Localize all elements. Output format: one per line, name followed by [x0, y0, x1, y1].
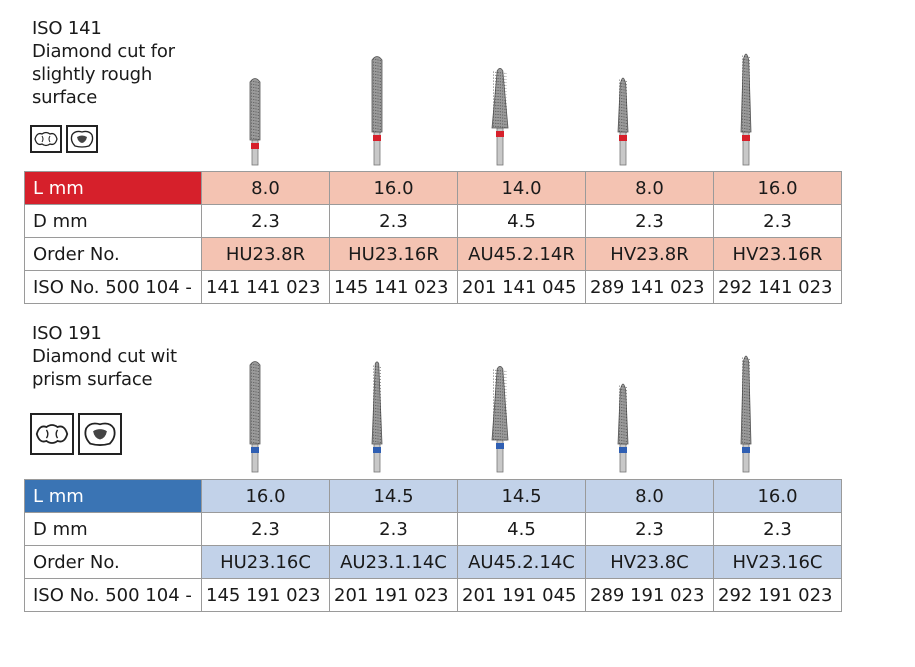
iso-title: ISO 191: [32, 323, 102, 344]
dmm-cell: 4.5: [457, 512, 586, 546]
lmm-label: L mm: [24, 479, 202, 513]
section-heading: ISO 141 Diamond cut for slightly rough s…: [32, 17, 175, 109]
iso-cell: 201 191 045: [457, 578, 586, 612]
dmm-cell: 2.3: [329, 204, 458, 238]
lmm-label: L mm: [24, 171, 202, 205]
heading-line: surface: [32, 87, 98, 108]
iso-cell: 201 191 023: [329, 578, 458, 612]
heading-line: slightly rough: [32, 64, 153, 85]
order-label: Order No.: [24, 237, 202, 271]
iso-row: ISO No. 500 104 - 145 191 023 201 191 02…: [24, 578, 842, 612]
dmm-cell: 2.3: [585, 204, 714, 238]
iso-cell: 141 141 023: [201, 270, 330, 304]
iso-title: ISO 141: [32, 18, 102, 39]
lmm-cell: 14.5: [329, 479, 458, 513]
lmm-row: L mm 8.0 16.0 14.0 8.0 16.0: [24, 171, 842, 205]
lmm-cell: 14.5: [457, 479, 586, 513]
lmm-cell: 16.0: [713, 479, 842, 513]
heading-line: Diamond cut wit: [32, 346, 177, 367]
iso-cell: 145 191 023: [201, 578, 330, 612]
iso-row: ISO No. 500 104 - 141 141 023 145 141 02…: [24, 270, 842, 304]
molar-occlusal-icon: [66, 125, 98, 153]
lmm-cell: 16.0: [713, 171, 842, 205]
iso-cell: 289 191 023: [585, 578, 714, 612]
bur-drawing: [249, 355, 752, 473]
iso-label: ISO No. 500 104 -: [24, 270, 202, 304]
iso-cell: 201 141 045: [457, 270, 586, 304]
dental-bur-icon: [371, 56, 383, 166]
lmm-row: L mm 16.0 14.5 14.5 8.0 16.0: [24, 479, 842, 513]
dental-bur-icon: [249, 361, 261, 473]
dental-bur-icon: [740, 355, 752, 473]
order-cell: AU45.2.14C: [457, 545, 586, 579]
iso-cell: 292 191 023: [713, 578, 842, 612]
dmm-cell: 2.3: [713, 204, 842, 238]
lmm-cell: 8.0: [585, 171, 714, 205]
order-row: Order No. HU23.8R HU23.16R AU45.2.14R HV…: [24, 237, 842, 271]
lmm-cell: 16.0: [329, 171, 458, 205]
order-cell: HU23.16R: [329, 237, 458, 271]
heading-line: prism surface: [32, 369, 153, 390]
dmm-cell: 2.3: [585, 512, 714, 546]
order-label: Order No.: [24, 545, 202, 579]
dmm-cell: 2.3: [201, 512, 330, 546]
dmm-cell: 2.3: [713, 512, 842, 546]
bur-drawing: [249, 53, 752, 166]
iso-cell: 289 141 023: [585, 270, 714, 304]
usage-icons: [30, 125, 102, 153]
dental-bur-icon: [617, 77, 629, 166]
spec-table: L mm 8.0 16.0 14.0 8.0 16.0 D mm 2.3 2.3…: [24, 171, 842, 304]
tooth-cross-section-icon: [30, 125, 62, 153]
tooth-cross-section-icon: [30, 413, 74, 455]
molar-occlusal-icon: [78, 413, 122, 455]
order-cell: HV23.8C: [585, 545, 714, 579]
lmm-cell: 14.0: [457, 171, 586, 205]
iso-cell: 292 141 023: [713, 270, 842, 304]
lmm-cell: 16.0: [201, 479, 330, 513]
dmm-row: D mm 2.3 2.3 4.5 2.3 2.3: [24, 204, 842, 238]
dmm-cell: 4.5: [457, 204, 586, 238]
dental-bur-icon: [617, 383, 629, 473]
dental-bur-icon: [249, 78, 261, 166]
order-cell: HV23.16C: [713, 545, 842, 579]
iso-label: ISO No. 500 104 -: [24, 578, 202, 612]
order-cell: HU23.8R: [201, 237, 330, 271]
dental-bur-icon: [371, 361, 383, 473]
iso-cell: 145 141 023: [329, 270, 458, 304]
dmm-label: D mm: [24, 204, 202, 238]
dental-bur-icon: [740, 53, 752, 166]
order-cell: AU23.1.14C: [329, 545, 458, 579]
order-row: Order No. HU23.16C AU23.1.14C AU45.2.14C…: [24, 545, 842, 579]
heading-line: Diamond cut for: [32, 41, 175, 62]
spec-table: L mm 16.0 14.5 14.5 8.0 16.0 D mm 2.3 2.…: [24, 479, 842, 612]
lmm-cell: 8.0: [201, 171, 330, 205]
order-cell: HV23.16R: [713, 237, 842, 271]
section-heading: ISO 191 Diamond cut wit prism surface: [32, 322, 177, 391]
dmm-cell: 2.3: [201, 204, 330, 238]
dental-bur-icon: [491, 366, 509, 473]
order-cell: AU45.2.14R: [457, 237, 586, 271]
dmm-cell: 2.3: [329, 512, 458, 546]
usage-icons: [30, 413, 126, 455]
dmm-label: D mm: [24, 512, 202, 546]
order-cell: HV23.8R: [585, 237, 714, 271]
dental-bur-icon: [491, 68, 509, 166]
order-cell: HU23.16C: [201, 545, 330, 579]
dmm-row: D mm 2.3 2.3 4.5 2.3 2.3: [24, 512, 842, 546]
lmm-cell: 8.0: [585, 479, 714, 513]
